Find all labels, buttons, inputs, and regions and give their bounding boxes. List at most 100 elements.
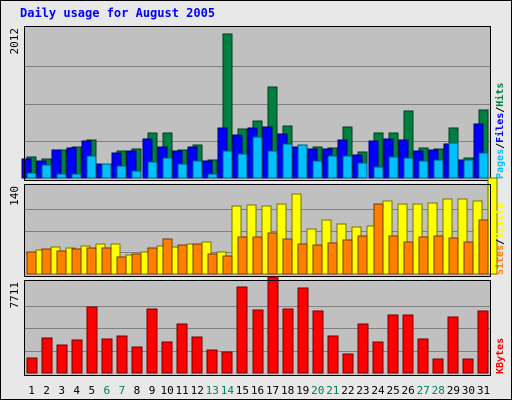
- bar-kbytes-day-17: [267, 276, 279, 374]
- bar-fill: [192, 160, 203, 179]
- bar-fill: [462, 358, 474, 374]
- bar-kbytes-day-20: [312, 310, 324, 374]
- bar-fill: [222, 255, 233, 275]
- bar-kbytes-day-12: [191, 336, 203, 374]
- plot-area-frame: [24, 280, 491, 376]
- bar-fill: [116, 335, 128, 374]
- legend-label-sites: Sites: [494, 245, 506, 275]
- bar-kbytes-day-16: [252, 309, 264, 374]
- bar-fill: [342, 155, 353, 179]
- bar-sites-day-23: [357, 235, 368, 275]
- plot-area-frame: [24, 26, 491, 181]
- x-tick-label-day-23: 23: [356, 384, 369, 397]
- bar-sites-day-18: [282, 238, 293, 275]
- bar-fill: [433, 159, 444, 179]
- bar-fill: [327, 155, 338, 179]
- bar-kbytes-day-3: [56, 344, 68, 374]
- bar-sites-day-5: [86, 247, 97, 275]
- bar-fill: [373, 203, 384, 275]
- bar-kbytes-day-7: [116, 335, 128, 374]
- bar-pages-day-1: [26, 172, 37, 179]
- bar-sites-day-17: [267, 232, 278, 275]
- bar-pages-day-7: [116, 165, 127, 179]
- bar-sites-day-12: [192, 243, 203, 275]
- x-tick-label-day-3: 3: [58, 384, 65, 397]
- panel-max-label: 2012: [8, 28, 21, 55]
- bar-fill: [297, 287, 309, 374]
- bar-fill: [237, 236, 248, 275]
- bar-pages-day-4: [71, 173, 82, 179]
- bar-kbytes-day-28: [432, 358, 444, 374]
- bar-sites-day-31: [478, 219, 489, 275]
- bar-sites-day-19: [297, 243, 308, 275]
- bar-kbytes-day-6: [101, 338, 113, 374]
- legend-separator: /: [495, 107, 506, 113]
- bar-fill: [448, 142, 459, 179]
- bar-fill: [478, 219, 489, 275]
- bar-fill: [147, 161, 158, 179]
- bar-fill: [116, 256, 127, 275]
- bar-fill: [252, 236, 263, 275]
- bar-kbytes-day-14: [221, 351, 233, 374]
- bar-fill: [71, 339, 83, 374]
- x-tick-label-day-17: 17: [266, 384, 279, 397]
- bar-sites-day-24: [373, 203, 384, 275]
- bar-fill: [357, 235, 368, 275]
- x-tick-label-day-31: 31: [477, 384, 490, 397]
- bar-fill: [41, 164, 52, 179]
- bar-fill: [41, 248, 52, 275]
- panel-2: 140 Sites/Visits: [8, 177, 506, 277]
- bar-fill: [162, 157, 173, 179]
- bar-pages-day-28: [433, 159, 444, 179]
- bar-fill: [192, 243, 203, 275]
- bar-pages-day-17: [267, 150, 278, 179]
- x-axis-labels: 1 2 3 4 5 6 7 8 9 10 11 12 13 14 15 16 17 18 19 20 21 22 23 24 2…: [28, 384, 490, 397]
- bar-visits-day-29: [457, 198, 468, 275]
- x-tick-label-day-14: 14: [221, 384, 235, 397]
- bar-fill: [131, 253, 142, 275]
- bar-fill: [56, 344, 68, 374]
- bar-fill: [403, 157, 414, 179]
- bar-fill: [26, 172, 37, 179]
- x-tick-label-day-6: 6: [104, 384, 111, 397]
- bar-fill: [207, 173, 218, 179]
- bar-kbytes-day-25: [387, 314, 399, 374]
- bar-fill: [297, 144, 308, 179]
- bar-sites-day-16: [252, 236, 263, 275]
- bar-fill: [387, 314, 399, 374]
- bar-kbytes-day-4: [71, 339, 83, 374]
- bar-fill: [252, 136, 263, 179]
- bar-pages-day-31: [478, 152, 489, 179]
- bar-fill: [267, 150, 278, 179]
- bar-kbytes-day-18: [282, 308, 294, 374]
- bar-fill: [86, 247, 97, 275]
- bar-fill: [418, 236, 429, 275]
- bar-pages-day-25: [388, 156, 399, 179]
- bar-kbytes-day-5: [86, 306, 98, 374]
- bar-fill: [457, 198, 468, 275]
- bar-kbytes-day-9: [146, 308, 158, 374]
- x-tick-label-day-9: 9: [149, 384, 156, 397]
- bar-fill: [267, 276, 279, 374]
- bar-fill: [147, 247, 158, 275]
- x-tick-label-day-24: 24: [371, 384, 385, 397]
- x-tick-label-day-27: 27: [417, 384, 430, 397]
- bar-fill: [282, 238, 293, 275]
- bar-fill: [463, 241, 474, 275]
- x-tick-label-day-26: 26: [402, 384, 415, 397]
- x-tick-label-day-30: 30: [462, 384, 475, 397]
- bar-sites-day-13: [207, 253, 218, 275]
- legend-label-pages: Pages: [495, 149, 506, 179]
- bar-fill: [297, 243, 308, 275]
- bar-fill: [448, 237, 459, 275]
- legend-label-visits: Visits: [494, 203, 506, 239]
- bar-fill: [191, 336, 203, 374]
- bar-pages-day-12: [192, 160, 203, 179]
- x-tick-label-day-25: 25: [386, 384, 399, 397]
- bar-kbytes-day-13: [206, 349, 218, 374]
- bar-kbytes-day-2: [41, 337, 53, 374]
- x-tick-label-day-12: 12: [191, 384, 204, 397]
- bar-pages-day-13: [207, 173, 218, 179]
- bar-fill: [463, 159, 474, 179]
- series-sites: [26, 203, 489, 275]
